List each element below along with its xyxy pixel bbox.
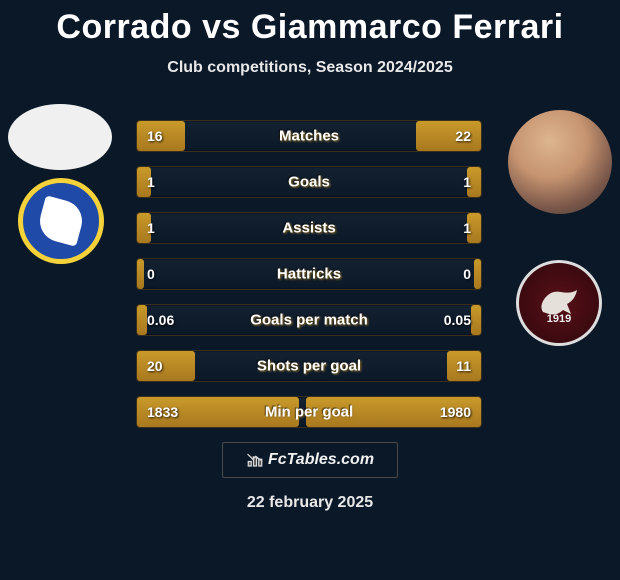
stat-label: Goals per match xyxy=(250,312,368,329)
bar-fill-left xyxy=(137,351,195,381)
stat-value-right: 22 xyxy=(455,128,471,144)
stat-label: Hattricks xyxy=(277,266,341,283)
page-subtitle: Club competitions, Season 2024/2025 xyxy=(0,59,620,77)
brand-badge: FcTables.com xyxy=(222,442,398,478)
stat-label: Matches xyxy=(279,128,339,145)
stat-value-left: 16 xyxy=(147,128,163,144)
bar-fill-right xyxy=(471,305,481,335)
bar-fill-left xyxy=(137,259,144,289)
stat-value-left: 0.06 xyxy=(147,312,174,328)
comparison-chart: 1622Matches11Goals11Assists00Hattricks0.… xyxy=(136,120,482,442)
stat-value-left: 1 xyxy=(147,220,155,236)
stat-value-right: 1 xyxy=(463,220,471,236)
page-title: Corrado vs Giammarco Ferrari xyxy=(0,0,620,47)
stat-label: Shots per goal xyxy=(257,358,361,375)
stat-value-left: 20 xyxy=(147,358,163,374)
stat-value-right: 11 xyxy=(456,358,471,374)
stat-value-left: 1833 xyxy=(147,404,178,420)
stat-label: Min per goal xyxy=(265,404,353,421)
stat-value-left: 0 xyxy=(147,266,155,282)
player-left-avatar xyxy=(8,104,112,170)
bar-fill-right xyxy=(474,259,481,289)
stat-label: Assists xyxy=(282,220,335,237)
footer-date: 22 february 2025 xyxy=(0,494,620,512)
player-right-avatar xyxy=(508,110,612,214)
stat-value-right: 0.05 xyxy=(444,312,471,328)
stat-row: 1833 1980 Min per goal xyxy=(136,396,482,428)
club-right-year: 1919 xyxy=(519,313,599,325)
stat-row: 0.06 0.05 Goals per match xyxy=(136,304,482,336)
bar-fill-left xyxy=(137,305,147,335)
stat-row: 1 1 Assists xyxy=(136,212,482,244)
stat-value-right: 1 xyxy=(463,174,471,190)
stat-label: Goals xyxy=(288,174,330,191)
club-right-badge: 1919 xyxy=(516,260,602,346)
stat-value-right: 1980 xyxy=(440,404,471,420)
stat-row: 20 11 Shots per goal xyxy=(136,350,482,382)
club-left-badge xyxy=(18,178,104,264)
stat-row: 1 1 Goals xyxy=(136,166,482,198)
stat-row: 0 0 Hattricks xyxy=(136,258,482,290)
brand-text: FcTables.com xyxy=(268,451,374,469)
stat-value-left: 1 xyxy=(147,174,155,190)
stat-value-right: 0 xyxy=(463,266,471,282)
stat-row: 16 22 Matches xyxy=(136,120,482,152)
chart-icon xyxy=(246,451,264,469)
